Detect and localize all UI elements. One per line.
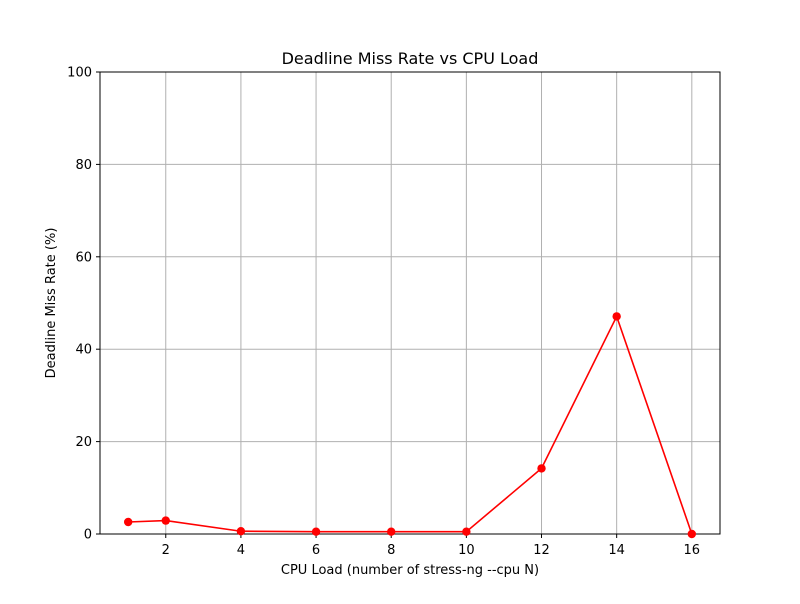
- x-tick-label: 4: [237, 543, 245, 558]
- y-tick-label: 80: [75, 158, 92, 173]
- data-point: [236, 527, 246, 536]
- data-point: [687, 529, 697, 539]
- data-point: [462, 527, 471, 536]
- data-point: [161, 516, 170, 525]
- x-tick-label: 8: [387, 543, 395, 558]
- y-tick-label: 40: [75, 343, 92, 358]
- data-point: [387, 527, 396, 536]
- data-point: [537, 464, 546, 473]
- grid-lines: [100, 71, 720, 535]
- axis-ticks: 2 4 6 8 10 12 14 16 0 20 40 60 80 100: [67, 66, 700, 559]
- x-axis-label: CPU Load (number of stress-ng --cpu N): [281, 563, 539, 578]
- y-tick-label: 0: [84, 528, 92, 543]
- x-tick-label: 12: [533, 543, 550, 558]
- x-tick-label: 6: [312, 543, 320, 558]
- x-tick-label: 16: [684, 543, 701, 558]
- y-tick-label: 60: [75, 250, 92, 265]
- plot-area-frame: [99, 71, 721, 535]
- x-tick-label: 2: [162, 543, 170, 558]
- data-point: [311, 527, 321, 536]
- y-axis-label: Deadline Miss Rate (%): [44, 228, 59, 379]
- data-series: [123, 312, 697, 539]
- x-tick-label: 10: [458, 543, 475, 558]
- y-tick-label: 100: [67, 66, 92, 81]
- data-point: [612, 312, 621, 321]
- data-point: [123, 517, 133, 527]
- x-tick-label: 14: [608, 543, 625, 558]
- chart-title: Deadline Miss Rate vs CPU Load: [282, 49, 539, 68]
- y-tick-label: 20: [75, 435, 92, 450]
